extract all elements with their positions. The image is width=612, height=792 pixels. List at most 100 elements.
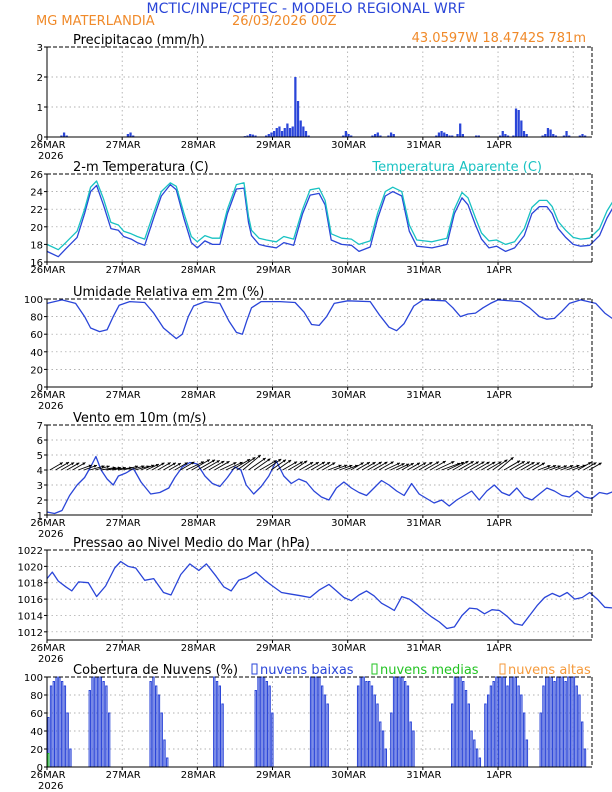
y-tick-label: 2 <box>37 496 43 507</box>
x-tick-label: 28MAR <box>181 140 216 151</box>
legend-item: nuvens medias <box>371 663 479 678</box>
x-tick-label: 30MAR <box>331 265 366 276</box>
wind-arrow-shaft <box>197 459 216 471</box>
precip-bar <box>546 128 550 137</box>
series-line-series_blue <box>46 560 612 630</box>
year-label: 2026 <box>38 151 63 162</box>
wind-arrow-head <box>93 464 97 468</box>
y-tick-label: 100 <box>24 673 43 684</box>
wind-arrow-head <box>423 462 427 466</box>
wind-arrow-head <box>239 461 243 465</box>
wind-arrow-shaft <box>265 458 282 471</box>
wind-arrow <box>95 465 110 471</box>
wind-arrow-head <box>460 461 465 465</box>
main-title: MCTIC/INPE/CPTEC - MODELO REGIONAL WRF <box>147 1 466 17</box>
wind-arrow <box>174 462 188 471</box>
wind-arrow <box>583 462 597 471</box>
y-tick-label: 16 <box>30 258 43 269</box>
y-tick-label: 0 <box>37 383 43 394</box>
wind-arrow-head <box>191 461 195 465</box>
wind-arrow-head <box>553 465 557 468</box>
wind-arrow-head <box>288 460 292 463</box>
location-label: MG MATERLANDIA <box>36 14 155 29</box>
precip-bar <box>459 123 462 137</box>
wind-arrow-shaft <box>202 460 220 471</box>
year-label: 2026 <box>38 529 63 540</box>
precip-bar <box>291 126 294 137</box>
precip-bar <box>254 135 257 137</box>
wind-arrow <box>361 461 376 471</box>
legend-item: nuvens baixas <box>251 663 354 678</box>
wind-arrow-head <box>598 462 602 466</box>
x-tick-label: 1APR <box>486 140 512 151</box>
wind-arrow <box>532 462 546 471</box>
precip-bar <box>272 131 276 137</box>
wind-arrow-head <box>278 459 282 462</box>
wind-arrow-head <box>510 457 514 461</box>
wind-arrow <box>288 461 304 471</box>
wind-arrow-head <box>349 464 353 468</box>
wind-arrow-head <box>252 457 256 461</box>
wind-arrow-head <box>588 462 592 465</box>
x-tick-label: 30MAR <box>331 390 366 401</box>
wind-arrow-head <box>309 462 314 465</box>
wind-arrow-head <box>536 462 540 466</box>
precip-bar <box>65 135 68 137</box>
precip-bar <box>506 135 510 137</box>
precip-bar <box>448 135 451 137</box>
precip-bar <box>304 131 308 137</box>
wind-arrow <box>367 461 383 471</box>
x-tick-label: 29MAR <box>256 390 291 401</box>
legend-swatch <box>251 663 258 675</box>
precip-bar <box>267 134 270 137</box>
panel-title: Cobertura de Nuvens (%) <box>73 663 238 678</box>
wind-arrow-head <box>384 461 388 465</box>
y-tick-label: 100 <box>24 295 43 306</box>
y-tick-label: 80 <box>30 691 43 702</box>
wind-arrow-head <box>71 462 75 466</box>
y-tick-label: 1018 <box>18 579 43 590</box>
x-tick-label: 31MAR <box>406 265 441 276</box>
wind-arrow-shaft <box>276 459 292 471</box>
wind-arrow-shaft <box>219 461 237 471</box>
wind-arrow-shaft <box>236 456 256 471</box>
wind-arrow-head <box>184 462 188 466</box>
y-tick-label: 5 <box>37 451 43 462</box>
wind-arrow-head <box>486 461 490 465</box>
panel-title: Pressao ao Nivel Medio do Mar (hPa) <box>73 536 310 551</box>
wind-arrow-head <box>177 463 181 466</box>
precip-bar <box>549 129 552 137</box>
wind-arrow <box>429 460 447 471</box>
wind-arrow-head <box>451 461 455 464</box>
x-tick-label: 29MAR <box>256 770 291 781</box>
x-tick-label: 26MAR <box>30 140 65 151</box>
x-tick-label: 27MAR <box>106 265 141 276</box>
panel-title: Umidade Relativa em 2m (%) <box>73 285 264 300</box>
precip-bar <box>475 135 478 137</box>
y-tick-label: 20 <box>30 365 43 376</box>
legend-label: nuvens altas <box>508 663 591 678</box>
y-tick-label: 20 <box>30 223 43 234</box>
wind-arrow-head <box>141 465 145 469</box>
wind-arrow-head <box>570 465 574 468</box>
x-tick-label: 28MAR <box>181 265 216 276</box>
wind-arrow <box>89 465 105 471</box>
precip-bar <box>541 135 544 137</box>
wind-arrow-head <box>366 462 370 465</box>
x-tick-label: 26MAR <box>30 643 65 654</box>
x-tick-label: 1APR <box>486 770 512 781</box>
wind-arrow-shaft <box>214 460 230 471</box>
wind-arrow <box>412 462 427 471</box>
wind-arrow-head <box>167 462 171 466</box>
wind-arrow-head <box>372 462 376 465</box>
wind-arrow-head <box>76 462 80 466</box>
wind-arrow <box>481 461 496 471</box>
wind-arrow <box>242 454 262 471</box>
x-tick-label: 27MAR <box>106 390 141 401</box>
precip-bar <box>389 132 393 137</box>
wind-arrow <box>140 464 155 471</box>
wind-arrow-head <box>390 461 394 465</box>
wind-arrow-head <box>65 462 69 465</box>
panel-temperature: 16 18 20 22 24 26 26MAR 27MAR 28MAR 29MAR 30MAR 31M… <box>30 160 612 276</box>
y-tick-label: 1022 <box>18 546 43 557</box>
